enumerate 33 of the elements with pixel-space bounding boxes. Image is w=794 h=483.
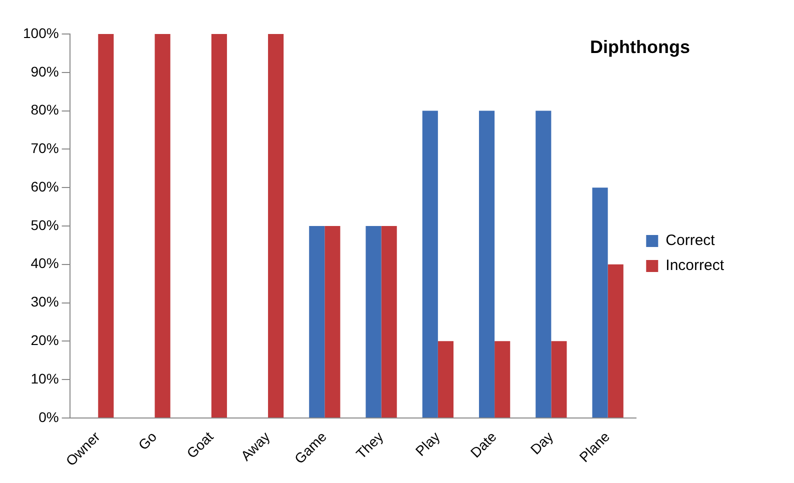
bar — [494, 341, 510, 418]
y-tick-label: 90% — [30, 63, 59, 80]
bar — [381, 226, 397, 418]
y-tick-label: 40% — [30, 255, 59, 272]
bar — [268, 34, 284, 418]
y-tick-label: 20% — [30, 332, 59, 348]
bar — [551, 341, 567, 418]
y-tick-label: 80% — [30, 102, 59, 118]
bar — [422, 110, 438, 418]
bar — [154, 34, 170, 418]
bar — [366, 226, 382, 418]
legend-label: Incorrect — [666, 257, 725, 274]
bar — [438, 341, 454, 418]
y-tick-label: 0% — [38, 408, 59, 425]
bar — [211, 34, 227, 418]
bar — [592, 188, 608, 418]
y-tick-label: 50% — [30, 216, 59, 233]
y-tick-label: 60% — [30, 178, 59, 194]
bar — [324, 226, 340, 418]
bar — [536, 110, 552, 418]
y-tick-label: 70% — [30, 140, 59, 156]
legend-label: Correct — [666, 232, 716, 250]
x-tick-label: Play — [412, 428, 443, 460]
y-tick-label: 10% — [30, 370, 59, 386]
bar — [478, 110, 495, 418]
bar — [309, 226, 325, 418]
y-tick-label: 30% — [30, 294, 59, 310]
chart-title: Diphthongs — [590, 36, 690, 57]
x-tick-label: Day — [527, 428, 556, 458]
bar — [98, 34, 114, 418]
x-tick-label: Go — [135, 428, 160, 453]
bar — [608, 264, 624, 418]
y-tick-label: 100% — [22, 24, 59, 41]
